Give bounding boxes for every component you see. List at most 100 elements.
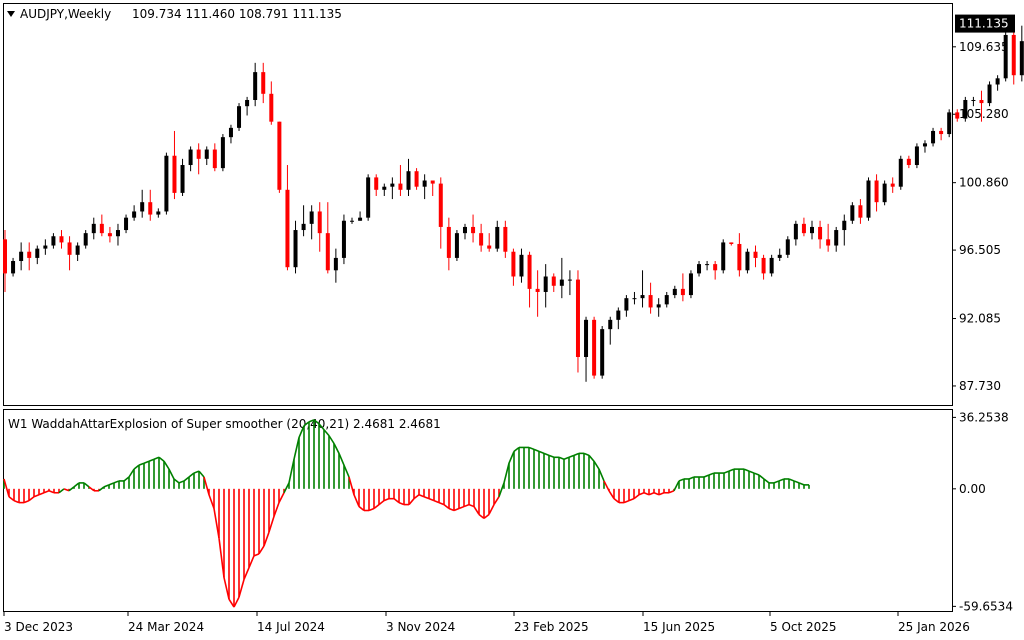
candle	[325, 202, 330, 274]
candle	[132, 205, 137, 221]
histogram-outline	[673, 480, 680, 492]
candle-body	[906, 158, 911, 166]
candle-body	[559, 279, 564, 286]
histogram-outline	[168, 468, 175, 480]
candle-body	[430, 180, 435, 184]
candle	[333, 248, 338, 283]
last-price-tag-text: 111.135	[959, 17, 1009, 31]
candle-body	[785, 239, 790, 255]
price-tick-label: 87.730	[959, 379, 1001, 393]
candle-body	[293, 230, 298, 268]
candle-body	[801, 223, 806, 234]
candle-body	[99, 223, 104, 234]
histogram-outline	[193, 470, 200, 474]
histogram-outline	[468, 503, 475, 508]
candle	[543, 264, 548, 308]
histogram-outline	[658, 492, 665, 496]
histogram-outline	[508, 451, 515, 464]
candle-body	[188, 149, 193, 166]
candle	[882, 180, 887, 206]
histogram-outline	[108, 482, 115, 486]
candle	[826, 223, 831, 252]
histogram-outline	[13, 499, 20, 504]
candle-body	[83, 233, 88, 246]
candle-body	[664, 295, 669, 305]
histogram-outline	[208, 494, 215, 509]
histogram-outline	[153, 456, 160, 461]
candle	[810, 220, 814, 240]
time-axis: 3 Dec 2023 24 Mar 2024 14 Jul 2024 3 Nov 20…	[3, 611, 970, 634]
candle	[600, 326, 605, 379]
candle-body	[866, 180, 871, 218]
histogram-outline	[778, 478, 785, 482]
candle	[874, 174, 879, 212]
candle	[850, 202, 855, 224]
histogram-outline	[613, 498, 620, 504]
candle	[204, 146, 209, 166]
candle	[971, 96, 976, 107]
candle-body	[366, 177, 371, 218]
candle	[842, 214, 847, 246]
candle	[148, 189, 153, 221]
candle-body	[931, 130, 936, 144]
histogram-outline	[728, 468, 735, 472]
candle-body	[285, 189, 290, 268]
candle-body	[253, 72, 258, 100]
histogram-outline	[423, 495, 430, 500]
price-axis: 109.635 105.280 100.860 96.505 92.085 87.730	[952, 40, 1009, 393]
candle	[858, 199, 863, 224]
price-tick-label: 100.860	[959, 176, 1009, 190]
candle	[172, 130, 177, 200]
candle	[83, 230, 88, 249]
histogram-outline	[563, 456, 570, 461]
candle-body	[575, 279, 580, 358]
candle	[785, 236, 790, 258]
candle	[979, 90, 984, 122]
candle-body	[374, 177, 379, 190]
candle	[115, 223, 120, 246]
candle-body	[446, 226, 451, 258]
histogram-outline	[283, 482, 290, 494]
candle-body	[43, 245, 48, 249]
candle	[124, 214, 129, 234]
histogram-outline	[328, 435, 335, 444]
indicator-tick-label: 36.2538	[959, 410, 1009, 424]
histogram-outline	[343, 464, 350, 478]
candle	[140, 189, 145, 218]
price-panel-frame	[3, 3, 953, 406]
candle-body	[438, 183, 443, 227]
histogram-outline	[88, 486, 95, 492]
candle	[180, 158, 185, 196]
candle	[624, 295, 629, 317]
histogram-outline	[148, 458, 155, 462]
candle	[753, 245, 758, 268]
candle-body	[503, 226, 508, 252]
candle-body	[874, 180, 879, 203]
candle	[27, 242, 32, 271]
histogram-outline	[623, 499, 630, 504]
candle	[931, 127, 936, 147]
histogram-outline	[443, 503, 450, 510]
candle	[350, 217, 355, 224]
candle-body	[810, 226, 814, 234]
candlestick-series	[3, 25, 1024, 382]
collapse-triangle-icon[interactable]	[7, 11, 15, 17]
candle-body	[697, 264, 702, 274]
histogram-outline	[383, 497, 390, 502]
candle-body	[107, 233, 112, 237]
histogram-outline	[438, 501, 445, 506]
time-tick-label: 24 Mar 2024	[128, 620, 204, 634]
histogram-outline	[63, 488, 70, 492]
histogram-outline	[453, 507, 460, 512]
candle-body	[955, 112, 960, 119]
candle-body	[261, 72, 266, 94]
candle-body	[624, 298, 629, 311]
histogram-outline	[268, 516, 275, 533]
histogram-outline	[603, 480, 610, 492]
histogram-outline	[463, 503, 470, 508]
candle	[592, 316, 597, 379]
candle-body	[947, 112, 952, 135]
candle-body	[204, 149, 209, 159]
histogram-outline	[243, 567, 250, 580]
candle-body	[858, 205, 863, 218]
